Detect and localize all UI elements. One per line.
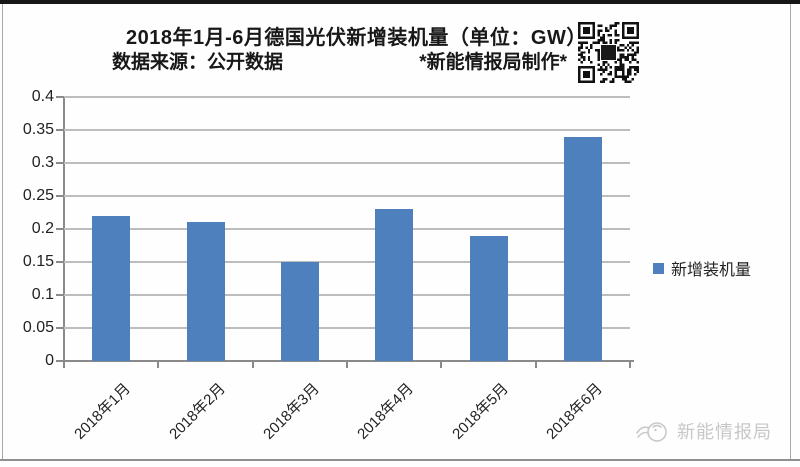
x-axis-tick (251, 362, 254, 368)
qr-code-icon (578, 22, 639, 83)
y-axis-tick-label: 0.2 (31, 220, 54, 237)
y-axis-tick (56, 261, 64, 263)
bar-6 (563, 136, 602, 361)
y-axis-tick (56, 294, 64, 296)
x-axis-tick-label: 2018年6月 (543, 380, 606, 443)
gridline (64, 96, 630, 98)
x-axis-tick (63, 362, 65, 368)
y-axis-tick (56, 162, 64, 164)
credit-label: *新能情报局制作* (419, 52, 567, 73)
bar-3 (280, 262, 319, 361)
bar-2 (186, 222, 225, 361)
x-axis-tick (629, 362, 631, 368)
y-axis-tick-label: 0.15 (22, 253, 54, 270)
x-axis-tick-label: 2018年3月 (260, 380, 323, 443)
data-source-label: 数据来源：公开数据 (112, 52, 284, 73)
x-axis-tick-label: 2018年1月 (71, 380, 135, 443)
y-axis-tick-label: 0.4 (31, 88, 54, 105)
gridline (64, 327, 630, 329)
gridline (64, 129, 630, 131)
y-axis-tick-label: 0.25 (22, 187, 54, 204)
y-axis-tick-label: 0.05 (22, 319, 54, 336)
gridline (64, 162, 630, 164)
x-axis-tick (346, 362, 348, 368)
y-axis-tick (56, 327, 64, 329)
y-axis-tick-label: 0.35 (22, 121, 54, 138)
y-axis-tick-label: 0.1 (31, 286, 54, 303)
left-border-line (2, 4, 3, 459)
legend-label: 新增装机量 (671, 262, 752, 279)
y-axis-tick (56, 195, 64, 197)
x-axis-line (60, 360, 634, 362)
x-axis-tick-label: 2018年2月 (165, 380, 229, 443)
brand-name: 新能情报局 (677, 422, 772, 442)
y-axis-tick (56, 228, 64, 230)
gridline (64, 261, 630, 263)
bar-4 (375, 209, 414, 361)
legend: 新增装机量 (653, 256, 751, 280)
x-axis-tick-label: 2018年5月 (448, 380, 512, 443)
x-axis-tick-label: 2018年4月 (354, 380, 418, 443)
y-axis-tick-label: 0.3 (31, 154, 54, 171)
y-axis-line (63, 96, 65, 367)
doodle-bird-icon (636, 422, 667, 442)
y-axis-tick (56, 360, 64, 362)
bottom-divider-line (0, 459, 800, 461)
y-axis-tick-label: 0 (45, 352, 54, 369)
legend-marker-icon (653, 262, 664, 274)
gridline (64, 294, 630, 296)
chart-title: 2018年1月-6月德国光伏新增装机量（单位：GW） (126, 27, 587, 49)
x-axis-tick (534, 362, 537, 368)
x-axis-tick (440, 362, 443, 368)
right-border-line (790, 4, 791, 459)
bar-5 (469, 235, 508, 361)
bar-1 (92, 215, 131, 361)
y-axis-tick (56, 96, 64, 98)
x-axis-tick (157, 362, 160, 368)
gridline (64, 228, 630, 230)
y-axis-tick (56, 129, 64, 131)
gridline (64, 195, 630, 197)
chart-subtitle-row: 数据来源：公开数据 *新能情报局制作* (112, 47, 567, 74)
brand-watermark: 新能情报局 (634, 416, 772, 446)
top-border-bar (0, 0, 800, 4)
